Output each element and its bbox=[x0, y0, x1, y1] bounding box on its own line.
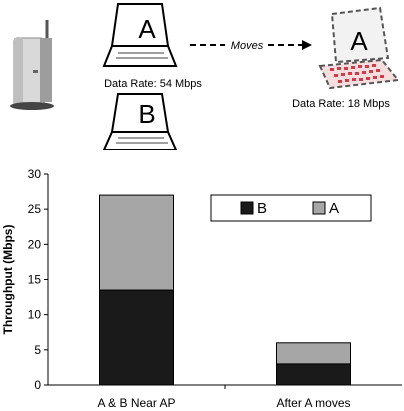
y-tick-label: 15 bbox=[28, 273, 42, 287]
y-tick-label: 25 bbox=[28, 202, 42, 216]
laptop-a-moved-label: A bbox=[350, 26, 368, 56]
x-tick-label: A & B Near AP bbox=[97, 396, 175, 410]
scenario-illustration: A Data Rate: 54 Mbps B Moves bbox=[10, 3, 400, 150]
x-tick-label: After A moves bbox=[276, 396, 350, 410]
rate-after-label: Data Rate: 18 Mbps bbox=[292, 98, 390, 110]
y-tick-label: 20 bbox=[28, 237, 42, 251]
laptop-a-icon: A bbox=[102, 3, 178, 67]
legend-label-a: A bbox=[329, 200, 339, 217]
moves-label: Moves bbox=[231, 40, 264, 52]
bar-b-1 bbox=[99, 289, 174, 386]
legend-label-b: B bbox=[257, 200, 267, 217]
bar-b-2 bbox=[276, 363, 351, 386]
bar-a-1 bbox=[99, 194, 174, 291]
y-axis-label: Throughput (Mbps) bbox=[1, 225, 15, 335]
y-tick-label: 10 bbox=[28, 308, 42, 322]
y-tick-label: 5 bbox=[34, 343, 41, 357]
bars bbox=[99, 194, 351, 386]
y-tick-label: 30 bbox=[28, 167, 42, 181]
laptop-b-icon: B bbox=[102, 93, 178, 150]
y-ticks: 0 5 10 15 20 25 30 bbox=[28, 167, 48, 392]
legend-swatch-b bbox=[240, 201, 254, 215]
moves-arrow bbox=[190, 40, 312, 50]
access-point-icon bbox=[10, 20, 54, 110]
legend-swatch-a bbox=[312, 201, 326, 215]
bar-a-2 bbox=[276, 342, 351, 365]
legend-box bbox=[210, 194, 372, 222]
x-ticks: A & B Near AP After A moves bbox=[97, 385, 351, 410]
rate-before-label: Data Rate: 54 Mbps bbox=[104, 78, 202, 90]
laptop-a-moved-icon: A bbox=[318, 6, 400, 90]
laptop-b-label: B bbox=[138, 99, 155, 129]
y-tick-label: 0 bbox=[34, 378, 41, 392]
laptop-a-label: A bbox=[138, 14, 156, 44]
